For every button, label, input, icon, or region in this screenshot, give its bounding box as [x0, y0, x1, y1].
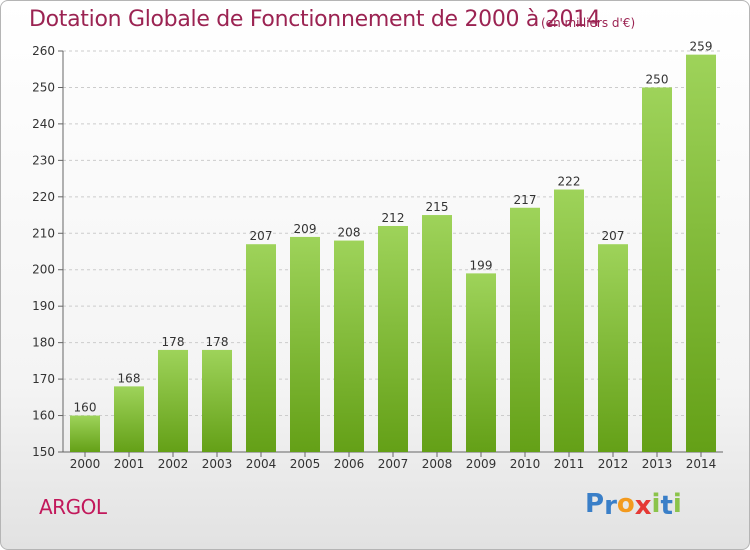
x-tick-label: 2012: [598, 457, 629, 471]
bar-2006: [334, 240, 364, 452]
y-tick-label: 200: [32, 263, 55, 277]
y-tick-label: 160: [32, 409, 55, 423]
x-tick-label: 2009: [466, 457, 497, 471]
bar-2002: [158, 349, 188, 452]
logo-letter: P: [585, 489, 605, 519]
y-tick-label: 230: [32, 153, 55, 167]
y-tick-label: 190: [32, 299, 55, 313]
x-tick-label: 2004: [246, 457, 277, 471]
y-tick-label: 210: [32, 226, 55, 240]
x-tick-label: 2002: [158, 457, 189, 471]
bar-2009: [466, 273, 496, 452]
data-label: 160: [74, 401, 97, 415]
data-label: 217: [514, 193, 537, 207]
logo-letter: x: [634, 491, 652, 521]
data-label: 209: [294, 222, 317, 236]
x-tick-label: 2000: [70, 457, 101, 471]
x-tick-label: 2006: [334, 457, 365, 471]
logo-letter: i: [672, 489, 682, 519]
bar-2011: [554, 189, 584, 452]
bar-2007: [378, 225, 408, 452]
logo-letter: o: [616, 489, 635, 519]
x-tick-label: 2013: [642, 457, 673, 471]
y-tick-label: 170: [32, 372, 55, 386]
proxiti-logo: Proxiti: [585, 489, 682, 521]
data-label: 168: [118, 371, 141, 385]
logo-letter: t: [660, 491, 673, 521]
data-label: 178: [206, 335, 229, 349]
data-label: 208: [338, 226, 361, 240]
x-tick-label: 2007: [378, 457, 409, 471]
chart-title: Dotation Globale de Fonctionnement de 20…: [29, 7, 601, 32]
y-tick-label: 250: [32, 80, 55, 94]
chart-subtitle: (en milliers d'€): [541, 16, 636, 30]
bar-2014: [686, 54, 716, 453]
x-tick-label: 2011: [554, 457, 585, 471]
x-tick-label: 2010: [510, 457, 541, 471]
y-tick-label: 260: [32, 44, 55, 58]
data-label: 259: [690, 40, 713, 54]
bar-2001: [114, 386, 144, 452]
data-label: 207: [602, 229, 625, 243]
axes: 150 160 170 180 190 200 210 220 230 240 250 260 2000…: [32, 44, 723, 471]
bar-2008: [422, 215, 452, 452]
bars: [70, 54, 716, 453]
y-tick-label: 220: [32, 190, 55, 204]
x-tick-label: 2001: [114, 457, 145, 471]
bar-2005: [290, 236, 320, 452]
x-tick-label: 2003: [202, 457, 233, 471]
data-label: 215: [426, 200, 449, 214]
data-label: 222: [558, 175, 581, 189]
bar-2003: [202, 349, 232, 452]
data-label: 199: [470, 258, 493, 272]
bar-2004: [246, 244, 276, 452]
logo-letter: r: [604, 491, 617, 521]
commune-name: ARGOL: [39, 495, 107, 519]
data-label: 178: [162, 335, 185, 349]
logo-letter: i: [651, 489, 661, 519]
bar-2000: [70, 415, 100, 452]
y-tick-label: 180: [32, 336, 55, 350]
bar-2013: [642, 87, 672, 453]
y-tick-label: 240: [32, 117, 55, 131]
data-label: 212: [382, 211, 405, 225]
x-tick-label: 2008: [422, 457, 453, 471]
bar-2010: [510, 207, 540, 452]
bar-2012: [598, 244, 628, 452]
data-label: 207: [250, 229, 273, 243]
y-tick-label: 150: [32, 445, 55, 459]
x-tick-label: 2014: [686, 457, 717, 471]
data-label: 250: [646, 72, 669, 86]
x-tick-label: 2005: [290, 457, 321, 471]
data-labels: 160 168 178 178 207 209 208 212 215 199 217 222 207 2…: [74, 40, 713, 415]
